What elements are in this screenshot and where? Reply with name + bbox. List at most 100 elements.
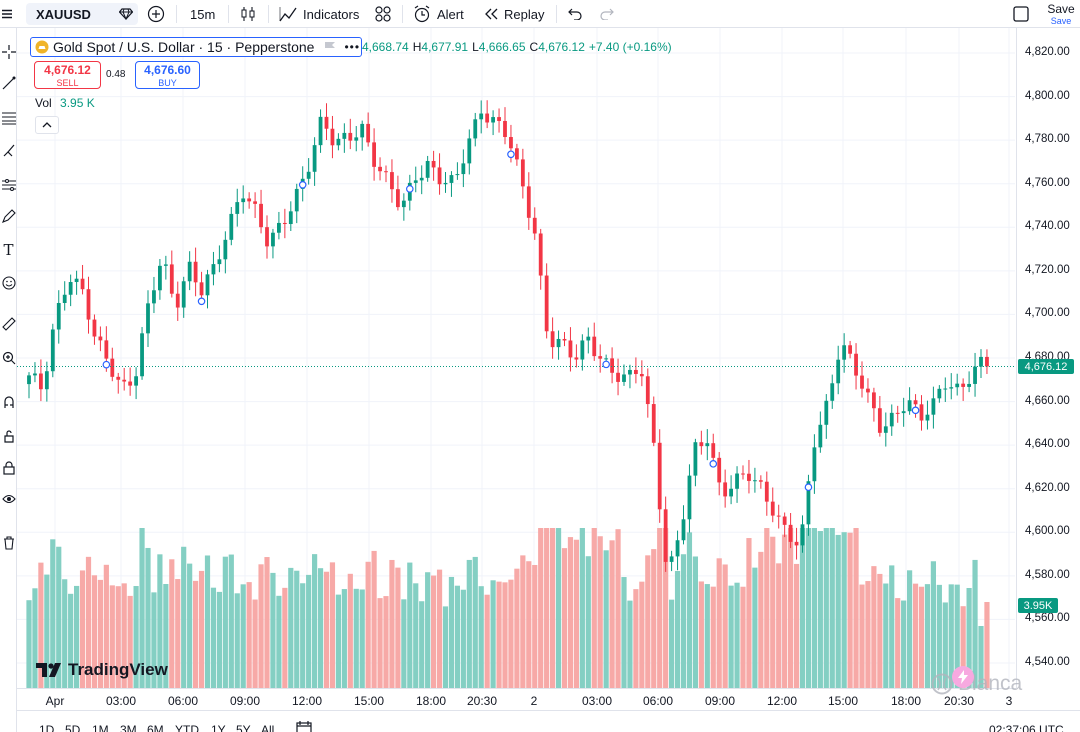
trade-marker[interactable]	[709, 460, 718, 468]
candle-body	[645, 376, 650, 405]
emoji-icon[interactable]	[0, 273, 17, 293]
undo-icon[interactable]	[566, 3, 584, 25]
candle-body	[372, 142, 376, 167]
fullscreen-square-icon[interactable]	[1012, 3, 1030, 25]
time-label: 20:30	[943, 694, 975, 708]
lock-icon[interactable]	[0, 458, 17, 478]
range-all[interactable]: All	[261, 723, 275, 732]
collapse-legend-button[interactable]	[35, 116, 59, 134]
volume-bar	[216, 591, 222, 688]
range-5y[interactable]: 5Y	[236, 723, 251, 732]
volume-bar	[883, 583, 889, 688]
candle-body	[883, 426, 888, 433]
crosshair-icon[interactable]	[0, 42, 17, 62]
save-button[interactable]: Save Save	[1043, 2, 1079, 26]
zoom-in-icon[interactable]	[0, 348, 17, 368]
candle	[437, 153, 442, 195]
layout-grid-icon[interactable]	[374, 3, 392, 25]
candle	[354, 126, 359, 152]
redo-icon[interactable]	[598, 3, 616, 25]
menu-icon[interactable]	[0, 3, 14, 25]
candle-body	[431, 160, 436, 168]
candle-body	[396, 189, 400, 208]
time-label: 06:00	[167, 694, 199, 708]
candles-chart-type-icon[interactable]	[238, 3, 258, 25]
candle-body	[98, 336, 103, 341]
trash-icon[interactable]	[0, 533, 17, 553]
brush-icon[interactable]	[0, 141, 17, 161]
volume-bar	[38, 562, 44, 688]
tradingview-logo-text: TradingView	[68, 660, 168, 679]
trade-marker[interactable]	[602, 360, 610, 369]
candle-body	[199, 282, 204, 296]
lock-drawings-icon[interactable]	[0, 426, 17, 446]
buy-button[interactable]: 4,676.60 BUY	[135, 61, 200, 89]
candle	[360, 120, 365, 151]
symbol-search[interactable]: XAUUSD	[26, 3, 138, 25]
candle	[80, 264, 85, 295]
range-1m[interactable]: 1M	[92, 723, 109, 732]
trade-marker[interactable]	[911, 406, 920, 415]
sell-button[interactable]: 4,676.12 SELL	[34, 61, 101, 89]
candle-body	[836, 359, 841, 384]
eye-icon[interactable]	[0, 489, 17, 509]
pencil-icon[interactable]	[0, 206, 17, 226]
volume-bar	[472, 556, 478, 688]
volume-bar	[478, 586, 484, 688]
calendar-icon[interactable]	[296, 720, 312, 732]
volume-bar	[198, 570, 205, 688]
candle-body	[925, 414, 930, 421]
trade-marker[interactable]	[804, 483, 813, 492]
price-label: 4,580.00	[1025, 568, 1070, 581]
fib-lines-icon[interactable]	[0, 108, 17, 128]
magnet-icon[interactable]	[0, 392, 17, 412]
candle-body	[639, 374, 644, 377]
tradingview-logo[interactable]: TradingView	[36, 659, 168, 681]
interval-selector[interactable]: 15m	[190, 6, 216, 22]
volume-legend[interactable]: Vol 3.95 K	[35, 96, 95, 110]
range-3m[interactable]: 3M	[120, 723, 137, 732]
diamond-icon[interactable]	[118, 8, 133, 20]
volume-bar	[466, 559, 472, 688]
candle	[431, 150, 436, 181]
range-1y[interactable]: 1Y	[211, 723, 226, 732]
price-scale[interactable]: 4,820.00 4,800.00 4,780.00 4,760.00 4,740.00…	[1016, 28, 1080, 688]
trade-marker[interactable]	[298, 180, 307, 189]
alert-button[interactable]: Alert	[413, 3, 464, 25]
candle	[735, 466, 739, 503]
volume-bar	[591, 528, 597, 688]
trade-marker[interactable]	[197, 297, 206, 306]
replay-button[interactable]: Replay	[484, 3, 544, 25]
symbol-legend[interactable]: Gold Spot / U.S. Dollar · 15 · Peppersto…	[30, 37, 362, 57]
candle-body	[919, 404, 924, 421]
range-5d[interactable]: 5D	[65, 723, 81, 732]
volume-bar	[609, 540, 615, 688]
ruler-icon[interactable]	[0, 314, 17, 334]
range-6m[interactable]: 6M	[147, 723, 164, 732]
candle-body	[104, 340, 109, 359]
time-axis[interactable]: Apr 03:00 06:00 09:00 12:00 15:00 18:00 20:30 2 0…	[17, 688, 1016, 710]
more-dots-icon[interactable]: •••	[344, 40, 361, 54]
sell-label: SELL	[56, 78, 79, 88]
text-tool-icon[interactable]: T	[3, 241, 14, 259]
lightning-badge-icon[interactable]	[952, 666, 974, 688]
indicators-button[interactable]: Indicators	[279, 3, 359, 25]
candle-body	[663, 509, 668, 562]
trend-line-icon[interactable]	[0, 73, 17, 93]
candle	[979, 349, 983, 378]
range-ytd[interactable]: YTD	[175, 723, 199, 732]
compare-plus-icon[interactable]	[146, 3, 166, 25]
trade-marker[interactable]	[405, 185, 414, 193]
price-chart[interactable]	[17, 28, 1016, 688]
trade-marker[interactable]	[507, 150, 515, 159]
range-1d[interactable]: 1D	[39, 723, 55, 732]
low-label: L	[472, 40, 479, 54]
candle-body	[687, 475, 692, 520]
trade-marker[interactable]	[102, 360, 111, 369]
candle-body	[229, 213, 234, 240]
flag-icon[interactable]	[324, 41, 336, 53]
candle-body	[985, 356, 989, 367]
replay-label: Replay	[504, 6, 545, 22]
candle-body	[413, 180, 418, 183]
pattern-icon[interactable]	[0, 175, 17, 195]
